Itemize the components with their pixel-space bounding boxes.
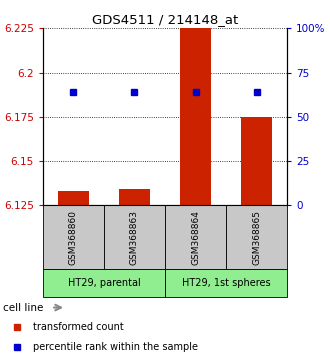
Text: GSM368865: GSM368865	[252, 210, 261, 265]
Bar	[226, 205, 287, 269]
Text: percentile rank within the sample: percentile rank within the sample	[33, 342, 198, 352]
Text: GSM368864: GSM368864	[191, 210, 200, 265]
Bar	[104, 205, 165, 269]
Title: GDS4511 / 214148_at: GDS4511 / 214148_at	[92, 13, 238, 26]
Bar	[43, 205, 104, 269]
Text: cell line: cell line	[3, 303, 44, 313]
Text: HT29, 1st spheres: HT29, 1st spheres	[182, 278, 270, 288]
Bar	[119, 189, 150, 205]
Bar	[165, 205, 226, 269]
Text: GSM368863: GSM368863	[130, 210, 139, 265]
Text: HT29, parental: HT29, parental	[68, 278, 140, 288]
Bar	[180, 5, 211, 205]
Bar	[165, 269, 287, 297]
Text: GSM368860: GSM368860	[69, 210, 78, 265]
Bar	[43, 269, 165, 297]
Bar	[58, 191, 89, 205]
Bar	[241, 117, 272, 205]
Text: transformed count: transformed count	[33, 322, 124, 332]
